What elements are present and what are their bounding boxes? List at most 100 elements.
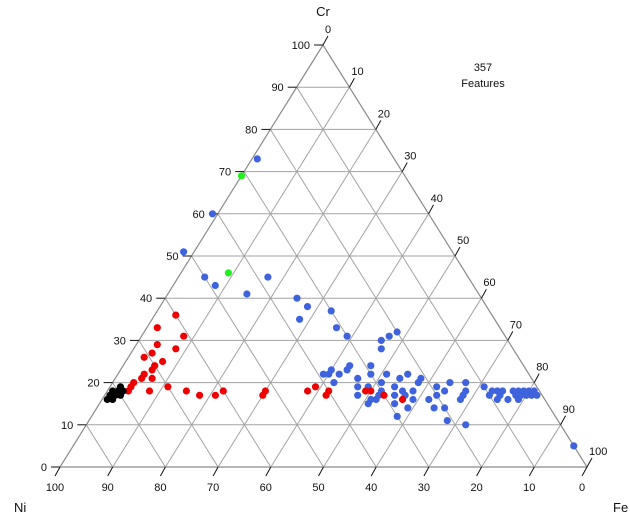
tick-mark-ni [212, 466, 219, 477]
tick-label-cr: 90 [271, 82, 283, 94]
data-point-blue [180, 248, 188, 256]
data-point-blue [354, 391, 362, 399]
tick-label-cr: 10 [61, 420, 73, 432]
tick-mark-fe [428, 204, 435, 215]
data-point-blue [391, 400, 399, 408]
data-point-red [367, 387, 375, 395]
data-point-blue [425, 395, 433, 404]
tick-mark-fe [533, 373, 540, 383]
data-point-blue [325, 370, 333, 378]
data-point-blue [462, 379, 470, 387]
tick-mark-ni [54, 466, 61, 477]
data-point-blue [264, 273, 272, 281]
tick-label-fe: 10 [351, 66, 363, 78]
data-point-blue [441, 404, 449, 412]
data-point-red [140, 353, 148, 361]
data-point-blue [404, 404, 412, 412]
data-point-blue [414, 379, 422, 387]
tick-label-ni: 90 [102, 482, 114, 494]
data-point-blue [391, 391, 399, 399]
data-point-blue [396, 374, 404, 382]
grid-line-fe [323, 255, 456, 468]
data-point-blue [303, 303, 312, 311]
grid-line-fe [375, 297, 482, 468]
data-point-blue [383, 370, 391, 378]
data-point-red [311, 383, 320, 391]
data-point-blue [377, 379, 385, 387]
data-point-blue [367, 370, 375, 378]
tick-label-ni: 80 [154, 482, 166, 494]
tick-label-fe: 100 [589, 446, 607, 458]
data-point-blue [480, 383, 488, 391]
data-point-red [151, 362, 159, 370]
data-point-red [148, 374, 156, 382]
data-point-blue [327, 307, 335, 315]
tick-label-ni: 60 [260, 482, 272, 494]
data-point-red [219, 387, 227, 395]
data-point-red [148, 349, 156, 357]
tick-label-cr: 60 [193, 209, 205, 221]
grid-line-fe [112, 86, 350, 468]
tick-label-ni: 70 [207, 482, 219, 494]
data-point-blue [343, 366, 351, 374]
data-point-blue [319, 370, 327, 378]
grid-line-fe [533, 424, 562, 468]
tick-mark-fe [401, 162, 408, 172]
data-point-blue [377, 345, 385, 353]
tick-mark-ni [107, 466, 114, 477]
tick-mark-ni [423, 466, 430, 477]
tick-label-fe: 30 [404, 151, 416, 163]
tick-label-ni: 30 [418, 482, 430, 494]
data-point-red [180, 332, 188, 340]
data-point-blue [253, 155, 261, 163]
data-point-blue [354, 383, 362, 391]
data-point-blue [433, 383, 441, 391]
tick-label-fe: 70 [510, 319, 522, 331]
data-point-blue [377, 336, 385, 344]
data-point-blue [330, 379, 338, 387]
data-point-red [138, 374, 146, 382]
data-point-blue [372, 395, 380, 404]
data-points [103, 155, 578, 450]
data-point-red [362, 387, 370, 395]
data-point-red [380, 391, 388, 399]
tick-mark-ni [318, 466, 324, 477]
data-point-blue [441, 387, 449, 395]
data-point-blue [354, 374, 362, 382]
grid-line-ni [164, 297, 272, 468]
tick-mark-ni [265, 466, 272, 477]
data-point-blue [493, 395, 501, 404]
tick-label-cr: 20 [87, 378, 99, 390]
data-point-blue [385, 332, 393, 340]
vertex-label-fe: Fe [613, 500, 628, 513]
tick-mark-ni [370, 466, 377, 477]
data-point-black [116, 391, 125, 399]
data-point-blue [391, 383, 399, 391]
tick-label-cr: 30 [114, 335, 126, 347]
data-point-blue [446, 379, 454, 387]
data-point-blue [509, 387, 517, 395]
data-point-blue [393, 328, 401, 336]
tick-mark-ni [581, 466, 588, 477]
data-point-blue [430, 404, 438, 412]
tick-label-cr: 0 [41, 462, 47, 474]
data-point-blue [409, 395, 417, 404]
tick-label-cr: 80 [245, 124, 257, 136]
data-point-blue [404, 370, 412, 378]
tick-mark-fe [348, 77, 355, 88]
data-point-blue [462, 421, 470, 429]
data-point-red [304, 387, 312, 395]
data-point-blue [201, 273, 209, 281]
tick-mark-fe [507, 331, 514, 341]
feature-count: 357 [474, 62, 492, 74]
data-point-blue [243, 290, 251, 298]
tick-mark-fe [560, 415, 567, 426]
data-point-red [325, 387, 333, 395]
grid-line-fe [217, 171, 403, 468]
grid-line-ni [191, 255, 324, 468]
tick-mark-fe [375, 120, 382, 130]
tick-mark-ni [476, 466, 483, 477]
data-point-blue [335, 370, 343, 378]
tick-label-fe: 0 [325, 24, 331, 36]
data-point-blue [433, 391, 441, 399]
